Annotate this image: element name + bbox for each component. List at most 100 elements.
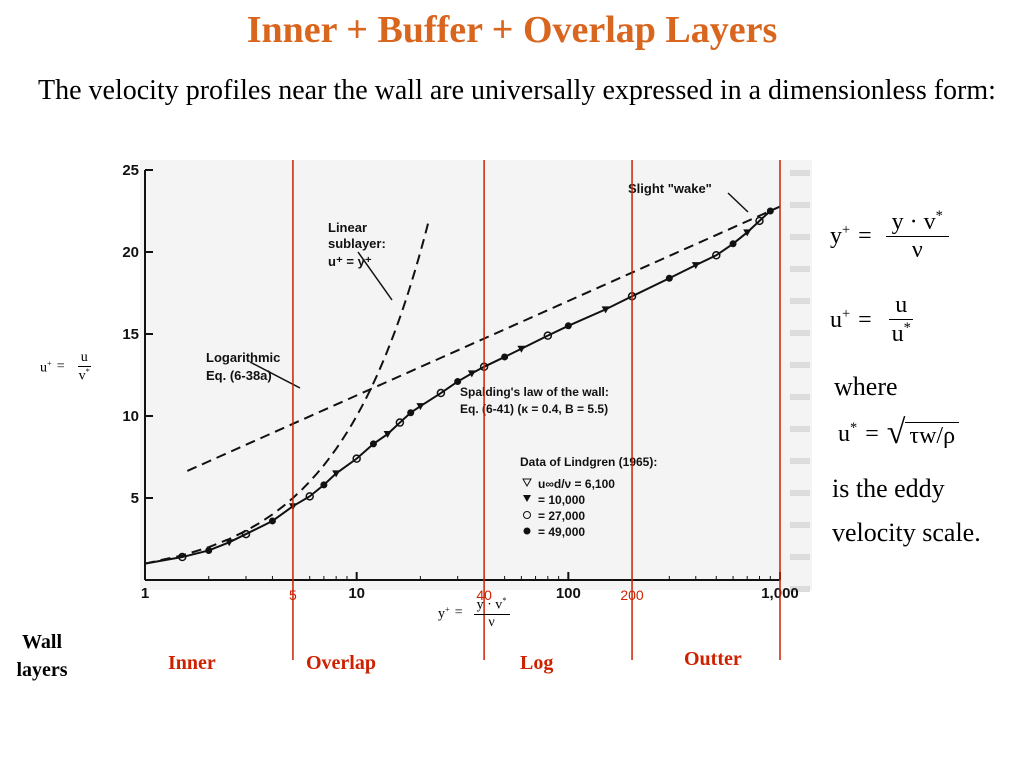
page-title: Inner + Buffer + Overlap Layers	[246, 9, 778, 51]
small-yplus-lhs: y	[438, 606, 445, 622]
eddy-text-line1: is the eddy	[832, 474, 945, 503]
background-text-line	[790, 266, 810, 272]
eddy-text-line2: velocity scale.	[832, 518, 981, 547]
region-outter-label: Outter	[684, 648, 742, 670]
data-point	[543, 331, 553, 340]
data-point	[383, 431, 392, 439]
background-text-line	[790, 330, 810, 336]
small-yplus-num: y · v*	[473, 596, 510, 615]
background-text-line	[790, 554, 810, 560]
region-overlap-label: Overlap	[306, 652, 376, 674]
legend-marker	[522, 478, 532, 488]
background-text-line	[790, 362, 810, 368]
spalding-eq: Eq. (6-41) (κ = 0.4, B = 5.5)	[460, 402, 608, 416]
small-uplus-equation: u+ = u v*	[40, 350, 99, 385]
yplus-lhs: y+	[830, 222, 851, 249]
small-uplus-lhs: u	[40, 360, 47, 376]
lindgren-item: = 10,000	[538, 493, 585, 507]
linear-sublayer-label: Linear	[328, 220, 367, 235]
background-text-line	[790, 522, 810, 528]
uplus-denominator: u*	[891, 320, 911, 347]
intro-text: The velocity profiles near the wall are …	[38, 75, 996, 106]
y-tick-label: 10	[122, 408, 139, 425]
data-point	[305, 492, 314, 501]
background-text-line	[790, 458, 810, 464]
yplus-numerator: y · v*	[885, 208, 949, 237]
data-point	[712, 251, 721, 260]
log-law-eq: Eq. (6-38a)	[206, 368, 272, 383]
region-divider-label: 40	[476, 587, 492, 603]
ustar-equation: u* = √ τw/ρ	[838, 416, 960, 450]
data-point	[691, 262, 700, 270]
lindgren-title: Data of Lindgren (1965):	[520, 455, 657, 469]
spalding-curve	[144, 210, 771, 565]
y-tick-label: 25	[122, 162, 139, 179]
yplus-equation: y+ = y · v* ν	[830, 208, 955, 264]
data-point	[268, 517, 276, 525]
y-tick-label: 20	[122, 244, 139, 261]
uplus-lhs-text: u	[830, 307, 842, 333]
background-text-line	[790, 426, 810, 432]
data-point	[454, 378, 462, 386]
linear-sublayer-eq: u⁺ = y⁺	[328, 254, 372, 269]
data-point	[517, 345, 526, 353]
lindgren-item: = 49,000	[538, 525, 585, 539]
data-point	[241, 529, 251, 539]
small-yplus-den: ν	[488, 614, 495, 630]
data-point	[729, 240, 737, 248]
wall-layers-label: Wall layers	[6, 628, 78, 684]
x-tick-label: 100	[556, 585, 581, 602]
small-uplus-num: u	[77, 350, 91, 367]
uplus-equation: u+ = u u*	[830, 292, 923, 348]
ustar-rhs: τw/ρ	[905, 422, 960, 450]
y-tick-label: 15	[122, 326, 139, 343]
data-point	[352, 454, 361, 463]
background-text-line	[790, 490, 810, 496]
log-law-label: Logarithmic	[206, 350, 280, 365]
ustar-lhs-text: u	[838, 421, 850, 447]
x-tick-label: 1	[141, 585, 149, 602]
region-log-label: Log	[520, 652, 554, 674]
data-point	[743, 229, 752, 237]
legend-marker	[523, 527, 531, 535]
data-point	[665, 274, 673, 282]
data-point	[225, 539, 234, 547]
wake-pointer	[727, 192, 749, 213]
background-text-line	[790, 394, 810, 400]
where-text: where	[834, 372, 898, 401]
chart-background	[140, 160, 812, 590]
background-text-line	[790, 586, 810, 592]
wall-label-line2: layers	[16, 659, 68, 681]
data-point	[766, 207, 774, 215]
region-divider-label: 200	[620, 587, 644, 603]
uplus-numerator: u	[889, 292, 914, 320]
data-point	[332, 470, 341, 478]
data-point	[407, 409, 415, 417]
linear-sublayer-label: sublayer:	[328, 236, 386, 251]
background-text-line	[790, 298, 810, 304]
wake-label: Slight "wake"	[628, 181, 712, 196]
data-point	[467, 370, 476, 378]
data-point	[416, 403, 425, 411]
background-text-line	[790, 170, 810, 176]
legend-marker	[523, 511, 531, 519]
x-tick-label: 10	[348, 585, 365, 602]
linear-sublayer-pointer	[357, 251, 393, 301]
yplus-denominator: ν	[911, 237, 923, 263]
background-text-line	[790, 234, 810, 240]
lindgren-item: u∞d/ν = 6,100	[538, 477, 615, 491]
data-point	[501, 353, 509, 361]
yplus-lhs-text: y	[830, 223, 842, 249]
background-text-line	[790, 202, 810, 208]
data-point	[755, 216, 764, 226]
region-inner-label: Inner	[168, 652, 216, 674]
region-divider-label: 5	[289, 587, 297, 603]
linear-sublayer-curve	[144, 218, 431, 565]
data-point	[436, 388, 446, 398]
data-point	[320, 481, 328, 489]
data-point	[395, 418, 405, 427]
lindgren-item: = 27,000	[538, 509, 585, 523]
data-point	[601, 306, 610, 314]
legend-marker	[523, 495, 531, 502]
wall-label-line1: Wall	[21, 631, 62, 653]
